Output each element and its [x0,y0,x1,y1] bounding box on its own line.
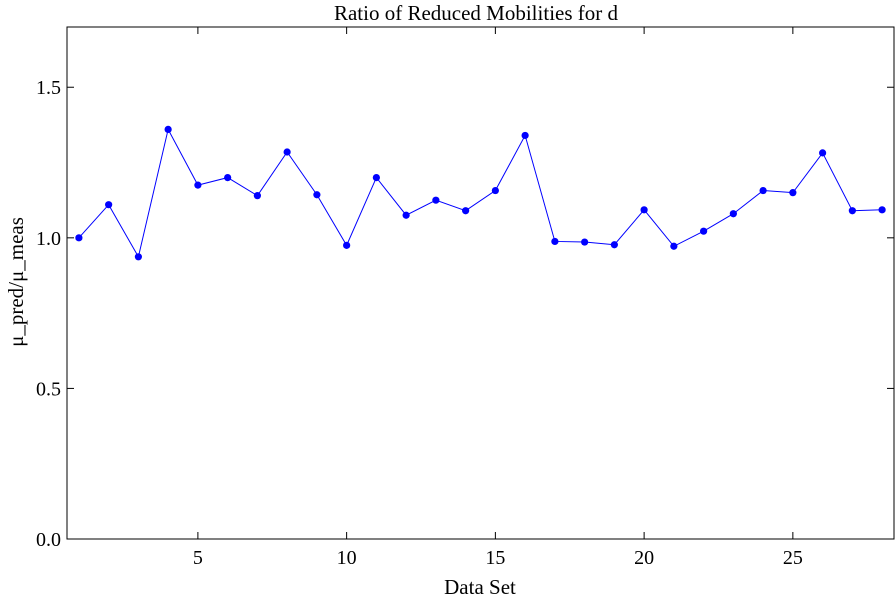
data-point [610,241,618,249]
y-axis: 0.0 0.5 1.0 1.5 [36,77,894,551]
series-layer [75,125,886,261]
data-point [432,196,440,204]
data-point [75,234,83,242]
data-point [640,206,648,214]
x-tick-label: 20 [634,547,654,569]
data-point [670,242,678,250]
data-point [462,207,470,215]
x-axis-label: Data Set [444,575,516,599]
data-point [194,181,202,189]
data-point [343,241,351,249]
series-line [78,127,883,259]
data-point [729,210,737,218]
data-point [283,148,291,156]
x-axis: 5 10 15 20 25 [193,27,803,569]
data-point [581,238,589,246]
x-tick-label: 5 [193,547,203,569]
data-point [819,149,827,157]
data-point [372,173,380,182]
data-point [700,227,708,235]
data-point [789,189,797,197]
data-point [224,173,232,182]
y-tick-label: 0.0 [36,529,61,551]
x-tick-label: 10 [337,547,357,569]
data-point [105,201,113,209]
data-point [551,237,559,246]
chart-title: Ratio of Reduced Mobilities for d [334,1,619,25]
y-tick-label: 1.0 [36,228,61,250]
y-tick-label: 0.5 [36,378,61,400]
plot-frame [66,26,895,540]
data-point [878,206,886,214]
data-point [134,253,142,261]
y-tick-label: 1.5 [36,77,61,99]
data-point [521,131,529,140]
data-point [491,186,499,195]
data-point [402,211,410,219]
data-point [164,125,172,133]
data-point [253,192,261,200]
data-point [848,207,856,215]
x-tick-label: 15 [485,547,505,569]
y-axis-label: μ_pred/μ_meas [4,217,28,347]
x-tick-label: 25 [783,547,803,569]
data-point [313,191,321,199]
data-point [759,186,767,195]
